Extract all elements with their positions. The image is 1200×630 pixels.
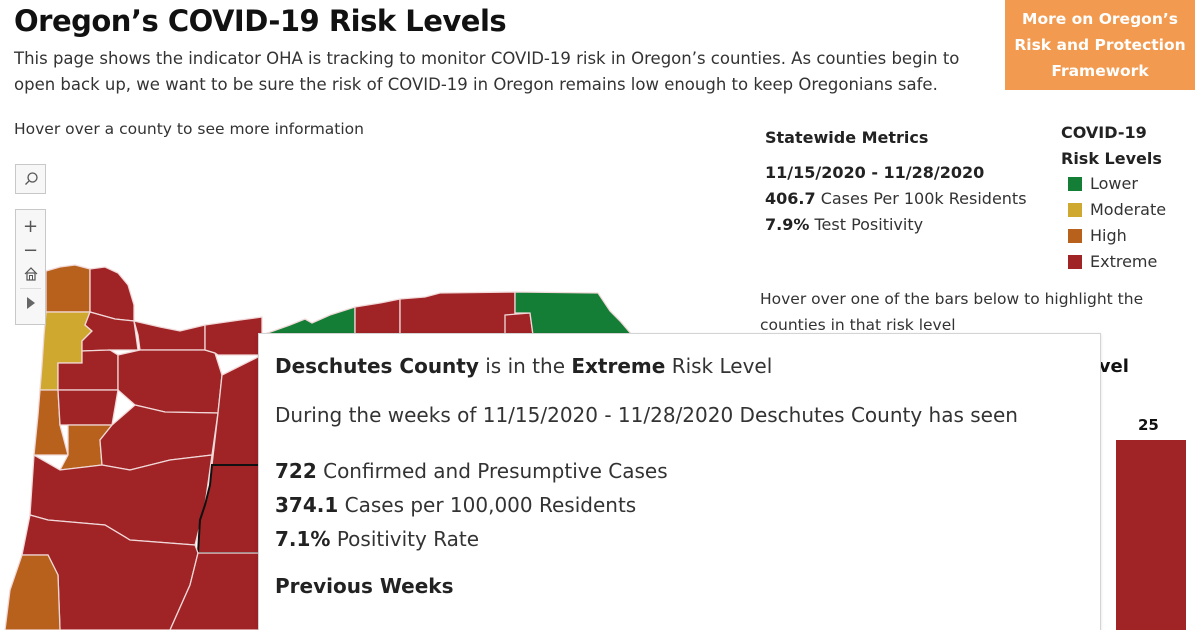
- tooltip-cases-label: Confirmed and Presumptive Cases: [323, 459, 668, 483]
- legend-label: Moderate: [1090, 200, 1167, 219]
- legend-item-high[interactable]: High: [1068, 226, 1127, 245]
- legend-item-moderate[interactable]: Moderate: [1068, 200, 1166, 219]
- tooltip-rate-label: Cases per 100,000 Residents: [344, 493, 637, 517]
- legend-swatch-extreme: [1068, 254, 1082, 269]
- county-hood-river[interactable]: [204, 316, 263, 356]
- tooltip-text: is in the: [485, 354, 565, 378]
- county-klamath[interactable]: [169, 552, 263, 630]
- zoom-in-button[interactable]: +: [16, 214, 45, 238]
- tooltip-positivity-value: 7.1%: [275, 527, 331, 551]
- county-morrow[interactable]: [354, 298, 401, 336]
- county-gilliam[interactable]: [261, 306, 356, 336]
- legend-label: Extreme: [1090, 252, 1158, 271]
- county-union[interactable]: [504, 312, 534, 336]
- map-toolbar: + −: [15, 209, 46, 325]
- statewide-cases-label: Cases Per 100k Residents: [820, 189, 1027, 208]
- legend-item-extreme[interactable]: Extreme: [1068, 252, 1157, 271]
- county-clatsop[interactable]: [45, 264, 91, 313]
- county-coos[interactable]: [4, 554, 61, 630]
- oregon-county-map: [4, 264, 634, 630]
- legend-swatch-lower: [1068, 176, 1082, 191]
- zoom-out-button[interactable]: −: [16, 238, 45, 262]
- tooltip-stats: 722 Confirmed and Presumptive Cases 374.…: [275, 454, 1084, 556]
- page-title: Oregon’s COVID-19 Risk Levels: [14, 4, 507, 38]
- bar-value-extreme: 25: [1138, 416, 1159, 434]
- county-umatilla[interactable]: [399, 291, 516, 336]
- map-search-button[interactable]: [15, 164, 46, 194]
- more-on-framework-button[interactable]: More on Oregon’s Risk and Protection Fra…: [1005, 0, 1195, 90]
- legend-item-lower[interactable]: Lower: [1068, 174, 1138, 193]
- tooltip-county-name: Deschutes County: [275, 354, 479, 378]
- legend-swatch-high: [1068, 228, 1082, 243]
- intro-text: This page shows the indicator OHA is tra…: [14, 49, 960, 94]
- statewide-positivity-line: 7.9% Test Positivity: [765, 215, 923, 234]
- legend-title-line2: Risk Levels: [1061, 149, 1162, 168]
- tooltip-rate-value: 374.1: [275, 493, 339, 517]
- tooltip-cases-value: 722: [275, 459, 317, 483]
- tooltip-period-text: During the weeks of 11/15/2020 - 11/28/2…: [275, 403, 1018, 427]
- county-polk[interactable]: [57, 389, 119, 426]
- statewide-metrics-title: Statewide Metrics: [765, 128, 929, 147]
- tooltip-heading: Deschutes County is in the Extreme Risk …: [275, 350, 1084, 382]
- legend-swatch-moderate: [1068, 202, 1082, 217]
- reset-home-button[interactable]: [16, 262, 45, 286]
- toolbar-divider: [20, 288, 41, 289]
- home-icon: [24, 267, 37, 281]
- play-icon: [26, 297, 35, 309]
- bar-extreme[interactable]: [1116, 440, 1186, 630]
- expand-toolbar-button[interactable]: [16, 291, 45, 315]
- tooltip-positivity-line: 7.1% Positivity Rate: [275, 522, 1084, 556]
- plus-icon: +: [22, 215, 39, 237]
- tooltip-positivity-label: Positivity Rate: [336, 527, 480, 551]
- tooltip-cases-line: 722 Confirmed and Presumptive Cases: [275, 454, 1084, 488]
- statewide-positivity-value: 7.9%: [765, 215, 810, 234]
- legend-label: Lower: [1090, 174, 1138, 193]
- county-tooltip: Deschutes County is in the Extreme Risk …: [258, 333, 1101, 630]
- statewide-cases-value: 406.7: [765, 189, 816, 208]
- tooltip-previous-weeks-heading: Previous Weeks: [275, 574, 454, 598]
- tooltip-risk-level: Extreme: [571, 354, 666, 378]
- statewide-cases-line: 406.7 Cases Per 100k Residents: [765, 189, 1027, 208]
- county-columbia[interactable]: [89, 266, 135, 322]
- statewide-positivity-label: Test Positivity: [814, 215, 924, 234]
- map-hover-hint: Hover over a county to see more informat…: [14, 120, 364, 138]
- minus-icon: −: [22, 239, 39, 261]
- county-clackamas[interactable]: [117, 349, 223, 414]
- bars-hover-hint: Hover over one of the bars below to high…: [760, 290, 1144, 334]
- county-wallowa[interactable]: [514, 291, 634, 336]
- legend-title: COVID-19 Risk Levels: [1061, 120, 1162, 172]
- tooltip-rate-line: 374.1 Cases per 100,000 Residents: [275, 488, 1084, 522]
- legend-label: High: [1090, 226, 1127, 245]
- statewide-date-range: 11/15/2020 - 11/28/2020: [765, 163, 985, 182]
- county-multnomah[interactable]: [133, 320, 206, 351]
- search-icon: [24, 172, 38, 185]
- legend-title-line1: COVID-19: [1061, 123, 1147, 142]
- tooltip-text: Risk Level: [671, 354, 773, 378]
